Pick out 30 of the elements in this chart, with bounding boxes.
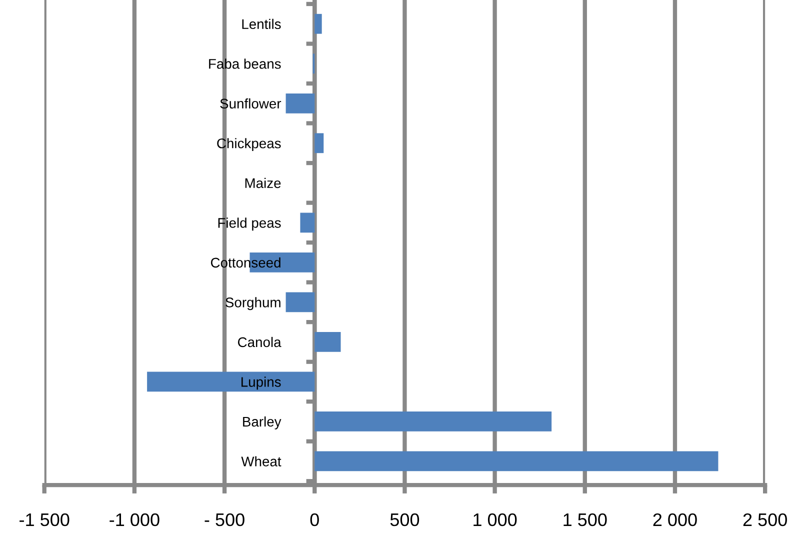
x-tick-label: 500 [390, 513, 420, 526]
x-tick-label: - 500 [204, 513, 244, 526]
y-tick-label: Lentils [242, 18, 281, 30]
bar [300, 212, 315, 233]
y-tick-label: Wheat [241, 456, 282, 466]
x-tick-label: 1 000 [474, 513, 517, 526]
bar [314, 133, 324, 154]
y-tick-label: Faba beans [209, 58, 281, 69]
bar [314, 14, 322, 34]
x-tick-label: -1 500 [20, 513, 70, 526]
y-tick-label: Sorghum [226, 297, 280, 310]
bar [314, 451, 718, 472]
x-tick-label: 2 000 [653, 513, 697, 526]
y-tick-label: Canola [238, 336, 282, 348]
y-tick-label: Lupins [242, 376, 281, 390]
bar [286, 292, 315, 312]
bar [147, 372, 315, 392]
x-tick-label: -1 000 [110, 513, 160, 526]
x-tick-label: 0 [310, 513, 319, 526]
y-tick-label: Chickpeas [217, 138, 281, 152]
y-tick-label: Sunflower [220, 98, 282, 109]
bar [286, 93, 315, 114]
y-tick-label: Field peas [218, 218, 281, 231]
bar [314, 332, 341, 352]
x-tick-label: 2 500 [743, 513, 787, 526]
y-tick-label: Cottonseed [210, 257, 280, 268]
y-tick-label: Maize [245, 178, 281, 188]
y-tick-label: Barley [243, 416, 282, 430]
bar [314, 412, 552, 432]
x-tick-label: 1 500 [564, 513, 607, 526]
